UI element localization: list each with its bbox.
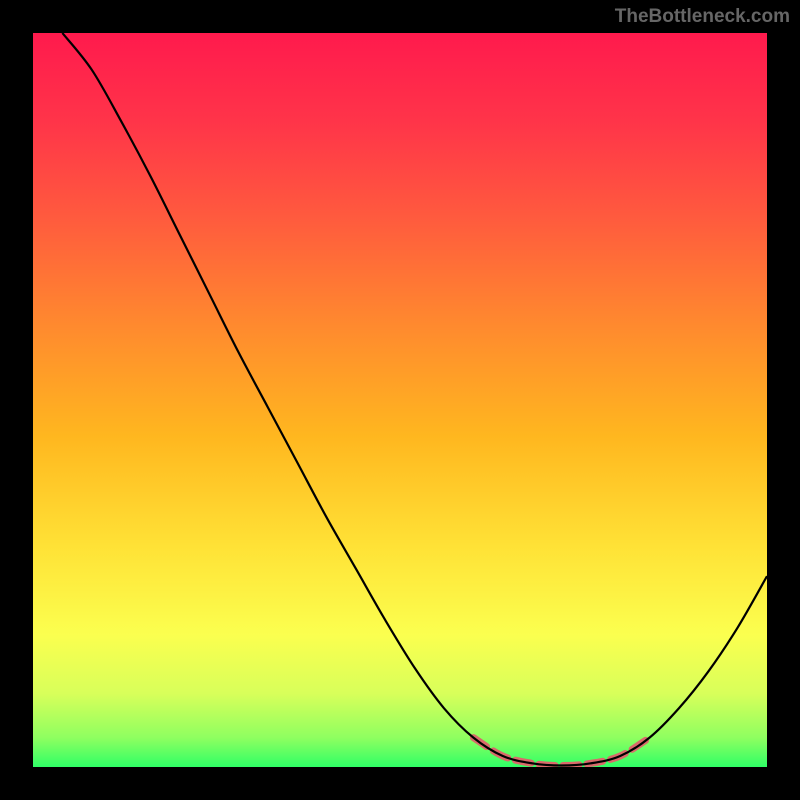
highlight-segment xyxy=(473,738,649,766)
bottleneck-curve xyxy=(62,33,767,766)
curve-svg xyxy=(33,33,767,767)
plot-area xyxy=(33,33,767,767)
chart-container: { "watermark": { "text": "TheBottleneck.… xyxy=(0,0,800,800)
watermark-text: TheBottleneck.com xyxy=(615,6,790,28)
